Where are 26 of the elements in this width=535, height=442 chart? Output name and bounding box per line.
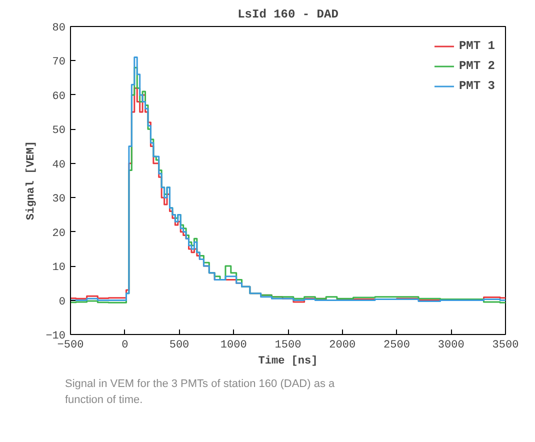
chart-title: LsId 160 - DAD (238, 8, 338, 22)
y-tick-label: 60 (52, 90, 66, 103)
legend-label: PMT 3 (458, 79, 495, 93)
x-tick-label: 2500 (384, 340, 410, 352)
x-tick-label: 1500 (274, 340, 302, 352)
text: Signal in VEM for the 3 PMTs of station 160 (DAD) as a function of time. (65, 377, 336, 408)
x-tick-label: 3000 (438, 340, 464, 352)
x-tick-label: −500 (57, 340, 84, 352)
y-tick-label: 20 (52, 228, 66, 240)
x-tick-label: 0 (122, 340, 128, 352)
x-axis-title: Time [ns] (258, 356, 318, 368)
y-tick-label: 70 (52, 56, 66, 69)
x-tick-label: 2000 (329, 340, 356, 352)
y-tick-label: 40 (52, 159, 66, 172)
y-tick-label: 0 (58, 296, 66, 308)
legend-label: PMT 2 (458, 59, 495, 73)
x-tick-label: 500 (169, 340, 190, 352)
x-tick-label: 3500 (492, 340, 519, 352)
y-tick-label: 10 (52, 262, 66, 274)
legend-label: PMT 1 (458, 39, 495, 53)
y-tick-label: 50 (52, 125, 66, 138)
y-tick-label: 30 (52, 194, 66, 206)
y-axis-title: Signal [VEM] (26, 140, 38, 220)
x-tick-label: 1000 (220, 340, 247, 352)
y-tick-label: 80 (52, 22, 66, 34)
y-tick-label: −10 (46, 330, 66, 342)
